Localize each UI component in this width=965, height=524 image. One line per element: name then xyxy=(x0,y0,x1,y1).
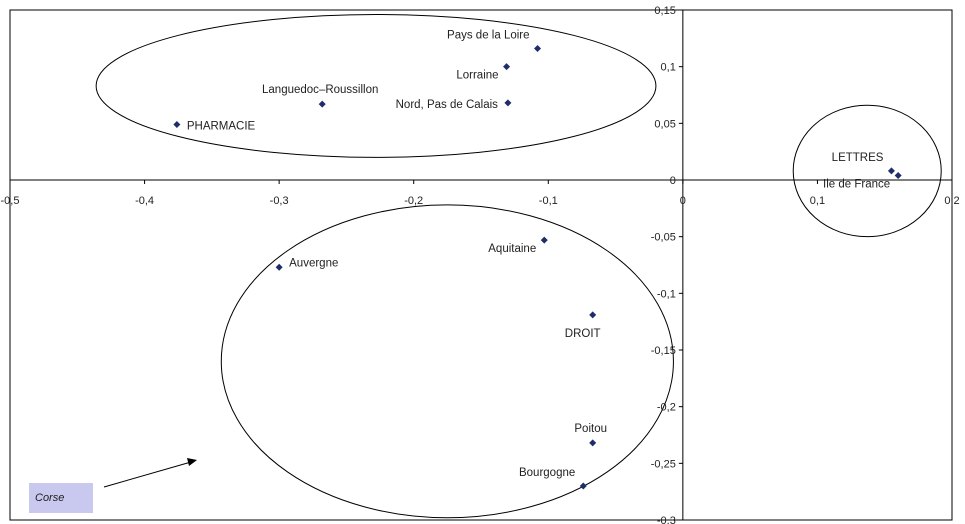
plot-frame xyxy=(9,9,953,521)
data-point-label: Bourgogne xyxy=(519,467,575,479)
data-point-label: Pays de la Loire xyxy=(447,30,529,42)
data-point-marker xyxy=(504,99,512,107)
corse-arrow-line xyxy=(103,461,192,488)
x-tick-label: -0,2 xyxy=(404,195,423,207)
data-point-marker xyxy=(887,167,895,175)
data-point-label: Poitou xyxy=(574,423,607,435)
x-tick-label: -0,1 xyxy=(539,195,558,207)
x-tick-label: -0,4 xyxy=(135,195,154,207)
cluster-ellipse-3 xyxy=(792,104,942,238)
y-tick-label: -0,2 xyxy=(657,402,676,414)
data-point-marker xyxy=(589,439,597,447)
corse-label: Corse xyxy=(35,492,64,504)
data-point-marker xyxy=(173,120,181,128)
axes: -0,5 -0,4 -0,3 -0,2 -0,1 0 0,1 0,2 0,15 0,1 0,05 0 -… xyxy=(1,5,960,524)
x-tick-label: 0 xyxy=(680,195,686,207)
data-point-label: LETTRES xyxy=(832,152,884,164)
data-point-marker xyxy=(275,263,283,271)
data-point-marker xyxy=(579,482,587,490)
corse-label-box xyxy=(29,483,93,513)
data-point-marker xyxy=(318,100,326,108)
data-point-label: DROIT xyxy=(565,328,601,340)
data-point-label: PHARMACIE xyxy=(187,120,256,132)
data-points: Pays de la Loire Lorraine Languedoc–Roussi… xyxy=(173,30,902,490)
cluster-ellipses xyxy=(95,14,942,519)
data-point-marker xyxy=(540,236,548,244)
corse-annotation: Corse xyxy=(29,458,197,513)
cluster-ellipse-2 xyxy=(220,204,674,519)
x-tick-label: 0,1 xyxy=(810,195,825,207)
y-tick-label: -0,15 xyxy=(651,345,676,357)
y-tick-label: 0,1 xyxy=(661,62,676,74)
data-point-marker xyxy=(894,171,902,179)
y-tick-label: 0,05 xyxy=(654,118,675,130)
y-tick-label: -0,1 xyxy=(657,288,676,300)
y-tick-label: 0 xyxy=(670,175,676,187)
cluster-ellipse-1 xyxy=(95,14,657,158)
x-tick-label: 0,2 xyxy=(944,195,959,207)
data-point-label: Auvergne xyxy=(289,257,338,269)
y-tick-label: -0,05 xyxy=(651,232,676,244)
corse-arrow-head xyxy=(187,458,197,466)
x-tick-label: -0,3 xyxy=(270,195,289,207)
x-tick-label: -0,5 xyxy=(1,195,20,207)
data-point-label: Languedoc–Roussillon xyxy=(262,84,378,96)
data-point-label: Aquitaine xyxy=(488,243,536,255)
y-tick-label: 0,15 xyxy=(654,5,675,17)
data-point-marker xyxy=(503,63,511,71)
data-point-label: Ile de France xyxy=(823,178,890,190)
y-tick-label: -0,25 xyxy=(651,458,676,470)
data-point-label: Nord, Pas de Calais xyxy=(396,99,499,111)
data-point-marker xyxy=(534,45,542,53)
data-point-label: Lorraine xyxy=(456,70,498,82)
y-tick-label: -0,3 xyxy=(657,515,676,524)
data-point-marker xyxy=(589,311,597,319)
